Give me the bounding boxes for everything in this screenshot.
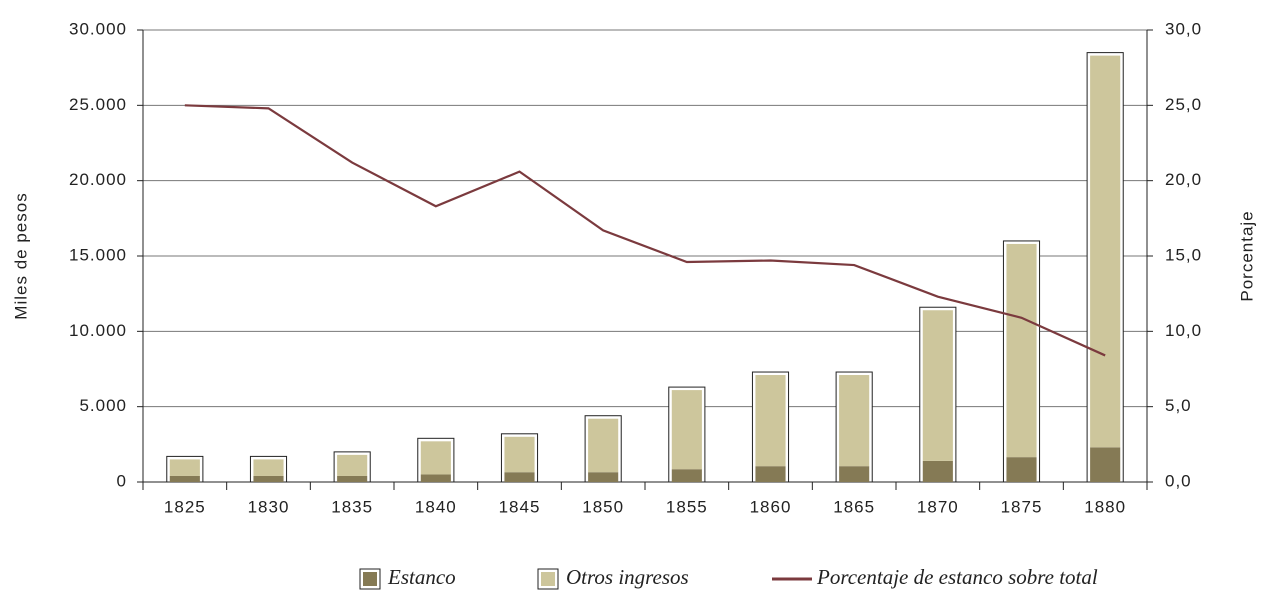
bar-segment [1090,447,1121,482]
bar-segment [755,466,786,482]
y2-tick-label: 30,0 [1165,19,1202,38]
x-tick-label: 1835 [331,497,373,516]
y-axis-label: Miles de pesos [11,192,30,319]
bar-segment [922,310,953,461]
x-tick-label: 1865 [833,497,875,516]
y2-tick-label: 20,0 [1165,170,1202,189]
legend-label: Porcentaje de estanco sobre total [816,565,1098,589]
y-tick-label: 25.000 [69,95,127,114]
x-tick-label: 1830 [248,497,290,516]
legend-label: Otros ingresos [566,565,689,589]
bar-segment [169,475,200,482]
bar-segment [337,475,368,482]
bar-segment [169,459,200,476]
y-tick-label: 10.000 [69,321,127,340]
bar-segment [839,466,870,482]
legend-label: Estanco [387,565,456,589]
x-tick-label: 1850 [582,497,624,516]
bar-segment [1090,55,1121,448]
bar-segment [671,469,702,482]
x-tick-label: 1845 [499,497,541,516]
x-tick-label: 1870 [917,497,959,516]
bar-segment [420,441,451,475]
y-tick-label: 30.000 [69,19,127,38]
y-tick-label: 15.000 [69,245,127,264]
x-tick-label: 1860 [750,497,792,516]
bar-segment [253,475,284,482]
bar-segment [1006,243,1037,458]
bar-segment [588,418,619,473]
y2-tick-label: 5,0 [1165,396,1192,415]
bar-segment [839,375,870,467]
bar-segment [588,472,619,482]
y2-tick-label: 25,0 [1165,95,1202,114]
legend-swatch [363,572,377,586]
y-tick-label: 5.000 [79,396,127,415]
y2-tick-label: 0,0 [1165,471,1192,490]
y2-axis-label: Porcentaje [1237,210,1256,301]
y2-tick-label: 15,0 [1165,245,1202,264]
x-tick-label: 1875 [1001,497,1043,516]
y-tick-label: 20.000 [69,170,127,189]
x-tick-label: 1825 [164,497,206,516]
y2-tick-label: 10,0 [1165,321,1202,340]
bar-segment [755,375,786,467]
bar-segment [420,474,451,482]
y-tick-label: 0 [117,471,127,490]
x-tick-label: 1855 [666,497,708,516]
bar-segment [1006,457,1037,482]
bar-segment [671,390,702,470]
bar-segment [253,459,284,476]
x-tick-label: 1840 [415,497,457,516]
legend-swatch [541,572,555,586]
line [184,104,1106,357]
x-tick-label: 1880 [1084,497,1126,516]
bar-segment [922,460,953,482]
bar-segment [504,472,535,482]
bar-segment [504,436,535,473]
bar-segment [337,454,368,476]
